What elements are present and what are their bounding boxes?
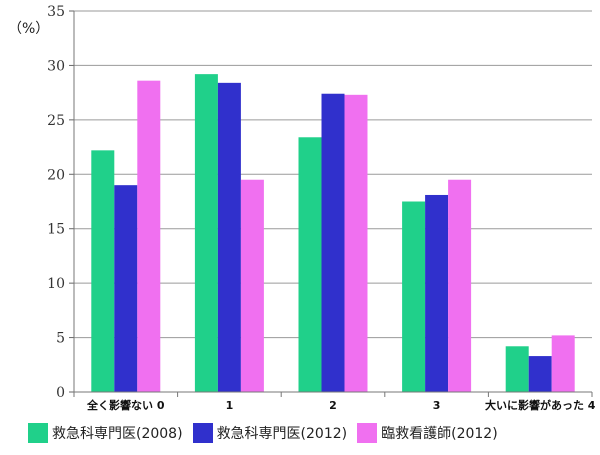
bar: [217, 82, 241, 393]
y-tick-label: 5: [56, 331, 65, 347]
bar: [194, 74, 218, 392]
legend-swatch: [28, 423, 48, 443]
legend-label: 臨救看護師(2012): [381, 426, 498, 442]
legend-item: 臨救看護師(2012): [357, 423, 498, 443]
bar: [528, 356, 552, 392]
y-unit-label: （%）: [8, 21, 49, 37]
legend-item: 救急科専門医(2012): [192, 423, 348, 443]
bar: [137, 80, 161, 392]
y-tick-label: 15: [47, 222, 65, 238]
x-tick-label: 2: [329, 399, 337, 412]
bar: [551, 335, 575, 392]
bar: [114, 185, 138, 392]
legend-label: 救急科専門医(2008): [52, 426, 183, 442]
x-tick-label: 大いに影響があった 4: [485, 398, 596, 412]
legend-label: 救急科専門医(2012): [216, 426, 348, 442]
y-tick-label: 25: [47, 113, 65, 129]
bar: [298, 137, 322, 392]
bar: [321, 93, 345, 392]
bar: [505, 346, 529, 392]
x-tick-label: 3: [433, 399, 441, 412]
bars: [91, 74, 575, 393]
legend-item: 救急科専門医(2008): [28, 423, 183, 443]
chart: （%） 0 5 10 15 20 25 30 35 全く影響ない 0 1 2 3 大いに影響があった 4: [8, 4, 596, 412]
bar: [91, 150, 115, 392]
axes: [69, 10, 593, 397]
x-tick-label: 1: [226, 399, 234, 412]
y-tick-label: 20: [47, 167, 65, 183]
bar: [402, 201, 426, 392]
x-tick-label: 全く影響ない 0: [86, 398, 165, 412]
y-tick-label: 10: [47, 276, 65, 292]
bar: [425, 194, 449, 392]
y-tick-label: 30: [47, 58, 65, 74]
legend-swatch: [192, 423, 213, 443]
legend: 救急科専門医(2008) 救急科専門医(2012) 臨救看護師(2012): [28, 420, 498, 446]
y-tick-label: 35: [47, 4, 65, 20]
bar: [448, 179, 472, 392]
bar: [344, 94, 368, 392]
legend-swatch: [357, 423, 378, 443]
bar: [240, 179, 264, 392]
y-tick-label: 0: [56, 385, 65, 401]
tick-labels: 0 5 10 15 20 25 30 35 全く影響ない 0 1 2 3 大いに影響があった 4: [47, 4, 596, 412]
